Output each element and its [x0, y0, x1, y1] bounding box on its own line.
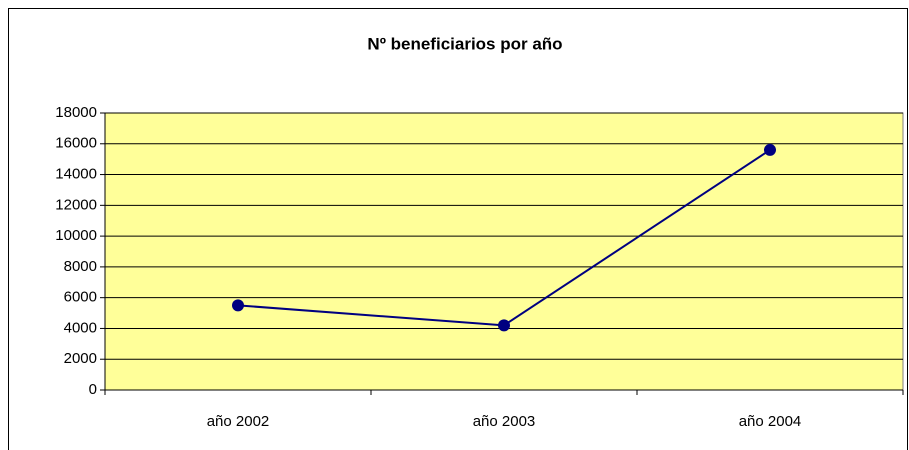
x-tick-label: año 2002: [207, 413, 270, 430]
y-tick-label: 16000: [55, 135, 97, 152]
y-tick-label: 6000: [64, 289, 97, 306]
y-tick-label: 10000: [55, 227, 97, 244]
point: [498, 319, 510, 332]
y-tick-label: 4000: [64, 319, 97, 336]
x-tick-label: año 2003: [473, 413, 536, 430]
x-tick-label: año 2004: [739, 413, 802, 430]
y-tick-label: 12000: [55, 196, 97, 213]
chart-border: [8, 8, 908, 450]
y-tick-label: 14000: [55, 166, 97, 183]
y-tick-label: 0: [89, 381, 97, 398]
point: [764, 143, 776, 156]
point: [232, 299, 244, 312]
y-tick-label: 8000: [64, 258, 97, 275]
chart-title: Nº beneficiarios por año: [367, 34, 562, 53]
plot-area: [104, 112, 904, 391]
y-tick-label: 2000: [64, 350, 97, 367]
y-tick-label: 18000: [55, 104, 97, 121]
